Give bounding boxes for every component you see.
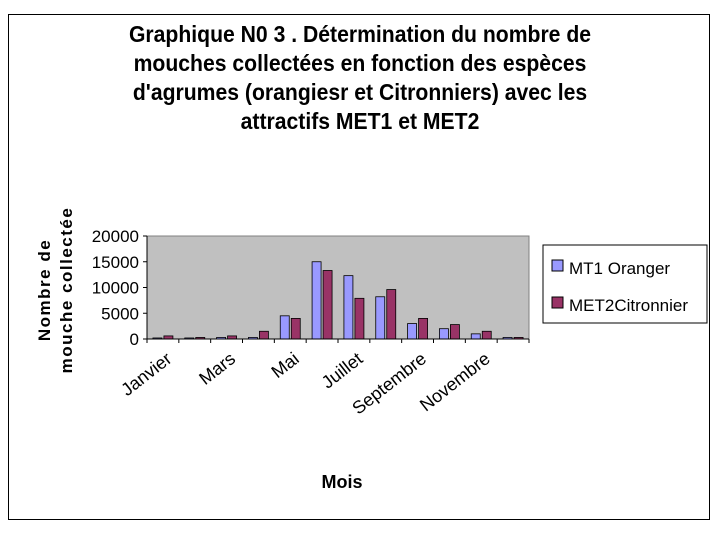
x-axis-label: Mois [321, 472, 362, 492]
chart-title-line: attractifs MET1 et MET2 [240, 108, 480, 134]
bar-mt1-9 [439, 328, 449, 340]
x-tick-label: Janvier [117, 348, 175, 399]
y-axis-label-line: mouche collectée [57, 207, 76, 374]
bar-mt1-4 [279, 315, 290, 340]
bar-met2-6 [354, 297, 365, 340]
chart-title-line: mouches collectées en fonction des espèc… [133, 50, 587, 76]
bar-met2-9 [450, 324, 460, 340]
legend-box [542, 244, 708, 324]
bar-met2-7 [386, 289, 397, 340]
plot-area [146, 235, 530, 340]
y-axis-label: Nombre de mouche collectée [35, 207, 76, 374]
x-tick-label: Mars [195, 348, 239, 388]
y-tick-label: 0 [130, 330, 139, 349]
y-axis-ticks: 0 5000 10000 15000 20000 [92, 227, 148, 349]
y-tick-label: 15000 [92, 253, 139, 272]
y-axis-label-line: Nombre de [35, 239, 54, 341]
legend: MT1 Oranger MET2Citronnier [542, 244, 708, 324]
bar-mt1-5 [311, 261, 322, 340]
legend-label-met2: MET2Citronnier [569, 296, 688, 315]
legend-label-mt1: MT1 Oranger [569, 259, 670, 278]
legend-swatch-met2 [551, 296, 564, 309]
bar-mt1-10 [470, 333, 481, 340]
y-tick-label: 10000 [92, 279, 139, 298]
y-tick-label: 20000 [92, 227, 139, 246]
bar-met2-8 [418, 317, 428, 340]
bar-mt1-6 [343, 275, 354, 340]
bar-met2-3 [259, 330, 269, 340]
x-tick-label: Mai [268, 348, 303, 382]
y-tick-label: 5000 [101, 304, 139, 323]
bar-mt1-7 [375, 296, 386, 340]
plot-background [146, 235, 530, 340]
bar-met2-5 [322, 270, 333, 340]
legend-swatch-mt1 [551, 259, 564, 272]
chart-title-line: Graphique N0 3 . Détermination du nombre… [128, 21, 592, 47]
x-tick-label: Novembre [416, 348, 494, 415]
x-tick-label: Juillet [318, 348, 367, 392]
chart-title: Graphique N0 3 . Détermination du nombre… [84, 20, 636, 136]
chart-title-line: d'agrumes (orangiesr et Citronniers) ave… [132, 79, 588, 105]
bar-met2-10 [481, 330, 492, 340]
bar-mt1-8 [407, 323, 417, 340]
bar-met2-4 [290, 317, 301, 340]
